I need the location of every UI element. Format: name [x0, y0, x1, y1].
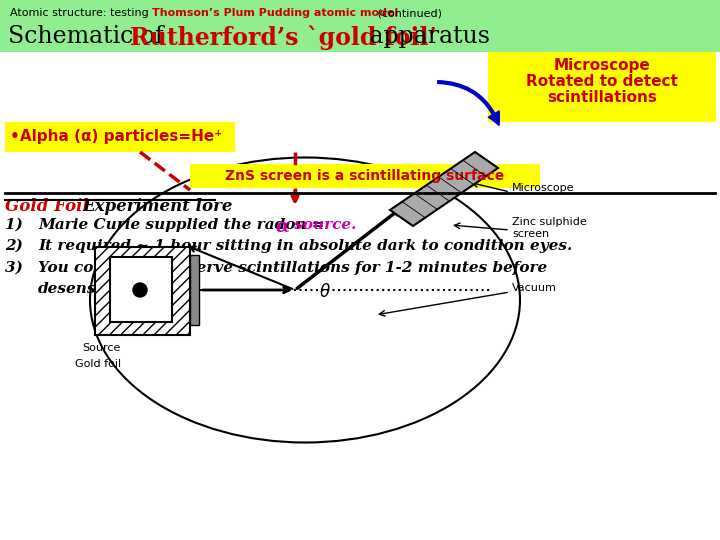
Text: Atomic structure: testing: Atomic structure: testing [10, 8, 152, 18]
Text: •Alpha (α) particles=He⁺: •Alpha (α) particles=He⁺ [10, 130, 222, 145]
Text: Microscope: Microscope [512, 183, 575, 193]
Text: You could only observe scintillations for 1-2 minutes before: You could only observe scintillations fo… [38, 261, 547, 275]
Bar [110, 257, 172, 322]
Circle shape [133, 283, 147, 297]
Text: Marie Curie supplied the radon =: Marie Curie supplied the radon = [38, 218, 325, 232]
Text: (continued): (continued) [374, 8, 442, 18]
Text: ZnS screen is a scintillating surface: ZnS screen is a scintillating surface [225, 169, 505, 183]
FancyArrowPatch shape [438, 80, 500, 125]
Bar [190, 164, 540, 188]
Text: α: α [276, 218, 290, 236]
Text: Experiment lore: Experiment lore [82, 198, 233, 215]
Bar [488, 52, 716, 122]
Text: Zinc sulphide: Zinc sulphide [512, 217, 587, 227]
Text: source.: source. [289, 218, 356, 232]
Text: desensitizing.: desensitizing. [38, 282, 156, 296]
Bar [0, 0, 720, 52]
Text: 1): 1) [5, 218, 33, 232]
Text: Source: Source [82, 343, 120, 353]
Text: scintillations: scintillations [547, 90, 657, 105]
Text: Thomson’s Plum Pudding atomic model: Thomson’s Plum Pudding atomic model [152, 8, 398, 18]
Text: Gold Foil: Gold Foil [5, 198, 89, 215]
Text: 2): 2) [5, 239, 33, 253]
Text: Rutherford’s `gold foil’: Rutherford’s `gold foil’ [130, 25, 437, 50]
Bar [5, 122, 235, 152]
Text: Microscope: Microscope [554, 58, 650, 73]
Text: apparatus: apparatus [362, 25, 490, 48]
Text: Schematic of: Schematic of [8, 25, 171, 48]
Text: Rotated to detect: Rotated to detect [526, 74, 678, 89]
Text: θ: θ [320, 283, 330, 301]
Text: Vacuum: Vacuum [512, 283, 557, 293]
Polygon shape [390, 152, 498, 226]
Bar [95, 247, 190, 335]
Bar [190, 255, 199, 325]
Text: It required ~ 1 hour sitting in absolute dark to condition eyes.: It required ~ 1 hour sitting in absolute… [38, 239, 572, 253]
Text: 3): 3) [5, 261, 33, 275]
Text: screen: screen [512, 229, 549, 239]
Text: Gold foil: Gold foil [75, 359, 121, 369]
